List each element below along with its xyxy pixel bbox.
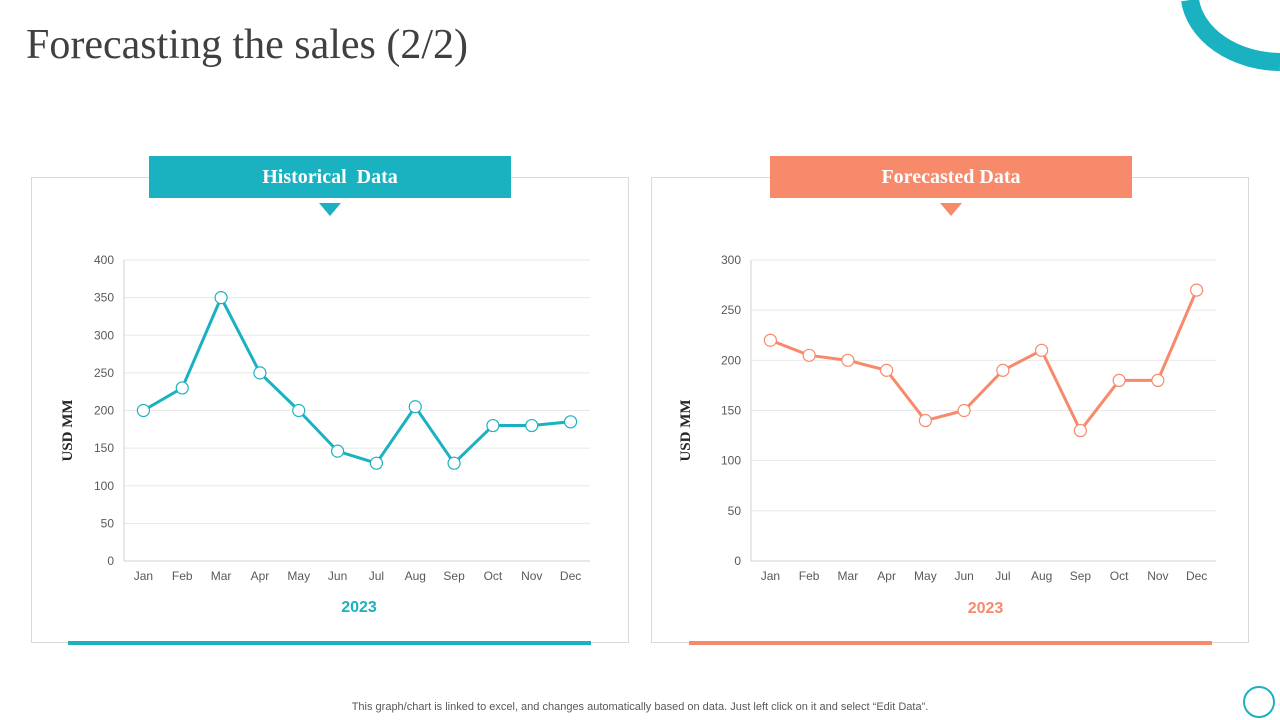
forecast-data-point xyxy=(918,413,932,428)
forecast-y-tick-label: 50 xyxy=(728,504,742,518)
historical-data-point xyxy=(330,444,345,458)
decorative-circle xyxy=(1243,686,1275,718)
forecast-x-tick-label: Jul xyxy=(995,569,1010,583)
historical-y-tick-label: 100 xyxy=(94,479,114,493)
forecast-bottom-bar xyxy=(689,641,1212,645)
historical-x-tick-label: Dec xyxy=(560,569,581,583)
historical-y-tick-label: 250 xyxy=(94,366,114,380)
historical-x-tick-label: Oct xyxy=(484,569,503,583)
forecast-x-tick-label: Jan xyxy=(761,569,780,583)
historical-x-axis-label: 2023 xyxy=(341,599,377,616)
forecast-x-tick-label: May xyxy=(914,569,937,583)
forecast-x-tick-label: Aug xyxy=(1031,569,1052,583)
forecast-data-point xyxy=(880,363,894,377)
historical-y-tick-label: 200 xyxy=(94,404,114,418)
historical-x-tick-label: Jun xyxy=(328,569,347,583)
forecast-data-point xyxy=(763,333,777,347)
historical-data-point xyxy=(136,403,151,418)
historical-y-tick-label: 150 xyxy=(94,441,114,455)
historical-x-tick-label: Apr xyxy=(251,569,270,583)
historical-header: Historical Data xyxy=(149,156,511,198)
historical-data-point xyxy=(369,456,384,470)
historical-y-tick-label: 400 xyxy=(94,253,114,267)
historical-data-point xyxy=(486,418,500,433)
historical-y-axis-label: USD MM xyxy=(60,399,76,461)
forecast-y-tick-label: 300 xyxy=(721,253,741,267)
historical-bottom-bar xyxy=(68,641,591,645)
historical-data-point xyxy=(408,400,422,414)
forecast-data-point xyxy=(841,353,855,367)
forecast-data-point xyxy=(1190,283,1204,297)
page-title: Forecasting the sales (2/2) xyxy=(26,22,469,68)
historical-header-pointer xyxy=(319,203,341,216)
forecast-y-tick-label: 150 xyxy=(721,404,741,418)
historical-y-tick-label: 0 xyxy=(107,554,114,568)
forecast-x-tick-label: Oct xyxy=(1110,569,1129,583)
historical-x-tick-label: Sep xyxy=(443,569,465,583)
forecast-data-point xyxy=(1073,423,1087,438)
forecast-x-tick-label: Feb xyxy=(799,569,820,583)
forecast-header-pointer xyxy=(940,203,962,216)
forecast-x-tick-label: Sep xyxy=(1070,569,1092,583)
footer-note: This graph/chart is linked to excel, and… xyxy=(351,701,929,713)
forecast-data-point xyxy=(1035,343,1049,357)
historical-data-point xyxy=(563,415,578,429)
historical-x-tick-label: Aug xyxy=(405,569,426,583)
forecast-y-tick-label: 200 xyxy=(721,353,741,367)
historical-data-point xyxy=(214,291,228,305)
forecast-data-point xyxy=(1151,373,1165,387)
historical-x-tick-label: May xyxy=(287,569,310,583)
historical-data-point xyxy=(292,403,306,418)
historical-y-tick-label: 300 xyxy=(94,328,114,342)
historical-data-point xyxy=(525,418,539,433)
forecast-header: Forecasted Data xyxy=(770,156,1132,198)
forecast-y-tick-label: 0 xyxy=(734,554,741,568)
forecast-y-tick-label: 250 xyxy=(721,303,741,317)
forecast-data-point xyxy=(996,363,1010,377)
historical-y-tick-label: 50 xyxy=(101,516,115,530)
forecast-x-tick-label: Apr xyxy=(877,569,896,583)
forecast-x-tick-label: Jun xyxy=(954,569,973,583)
historical-y-tick-label: 350 xyxy=(94,291,114,305)
historical-x-tick-label: Mar xyxy=(211,569,232,583)
historical-x-tick-label: Feb xyxy=(172,569,193,583)
forecast-data-point xyxy=(957,403,971,418)
forecast-data-point xyxy=(1112,373,1126,387)
forecast-y-tick-label: 100 xyxy=(721,454,741,468)
forecast-x-tick-label: Dec xyxy=(1186,569,1207,583)
forecast-data-point xyxy=(802,348,816,362)
forecast-x-axis-label: 2023 xyxy=(968,600,1004,617)
historical-data-point xyxy=(175,381,189,395)
historical-x-tick-label: Jul xyxy=(369,569,384,583)
forecast-y-axis-label: USD MM xyxy=(678,399,694,461)
historical-x-tick-label: Nov xyxy=(521,569,542,583)
historical-data-point xyxy=(253,366,267,380)
decorative-arc xyxy=(1181,0,1280,71)
forecast-x-tick-label: Nov xyxy=(1147,569,1168,583)
forecast-x-tick-label: Mar xyxy=(838,569,859,583)
historical-data-point xyxy=(447,456,461,470)
historical-x-tick-label: Jan xyxy=(134,569,153,583)
